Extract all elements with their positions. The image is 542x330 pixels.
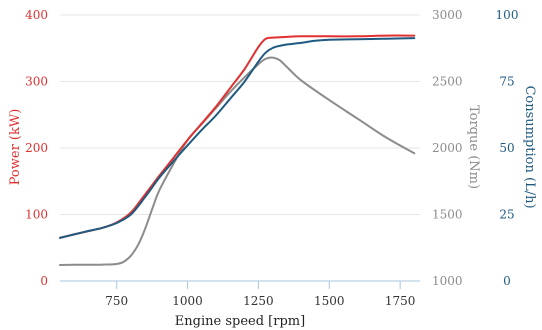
power-tick-label: 400	[25, 8, 48, 22]
torque-tick-label: 2500	[432, 75, 463, 89]
torque-tick-label: 1000	[432, 274, 463, 288]
consumption-tick-label: 75	[499, 75, 514, 89]
x-axis-title: Engine speed [rpm]	[175, 314, 305, 329]
power-tick-label: 100	[25, 208, 48, 222]
power-axis-title: Power (kW)	[8, 109, 23, 186]
consumption-tick-label: 25	[499, 208, 514, 222]
tick-labels: 0 100 200 300 400 1000 1500 2000 2500 3000 0 25 50 75…	[25, 8, 518, 308]
x-tick-label: 1500	[314, 294, 345, 308]
series-layer	[59, 34, 416, 266]
torque-tick-label: 1500	[432, 208, 463, 222]
torque-axis-title: Torque (Nm)	[466, 105, 481, 189]
torque-series-line	[59, 56, 416, 266]
consumption-axis-title: Consumption (L/h)	[522, 85, 537, 208]
power-tick-label: 200	[25, 141, 48, 155]
power-tick-label: 300	[25, 75, 48, 89]
power-tick-label: 0	[40, 274, 48, 288]
x-tick-label: 750	[105, 294, 128, 308]
consumption-tick-label: 100	[496, 8, 519, 22]
consumption-series-line	[59, 37, 416, 239]
grid-lines	[60, 14, 420, 215]
x-tick-label: 1000	[172, 294, 203, 308]
consumption-tick-label: 50	[499, 141, 514, 155]
torque-tick-label: 2000	[432, 141, 463, 155]
x-tick-label: 1250	[243, 294, 274, 308]
torque-tick-label: 3000	[432, 8, 463, 22]
power-series-line	[59, 34, 416, 239]
consumption-tick-label: 0	[503, 274, 511, 288]
x-tick-label: 1750	[385, 294, 416, 308]
